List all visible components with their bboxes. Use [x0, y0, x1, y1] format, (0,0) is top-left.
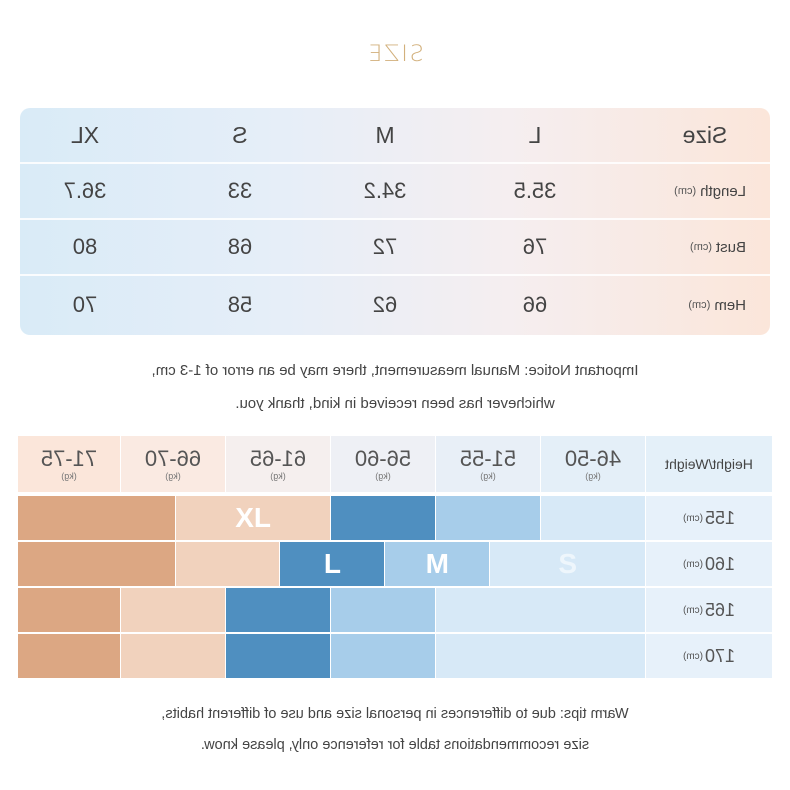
cell-165-l — [226, 588, 330, 632]
hem-l: 66 — [522, 292, 548, 317]
size-band-s: S — [490, 542, 645, 586]
header-size-m: M — [375, 121, 395, 148]
cell-155-s — [541, 496, 645, 540]
cell-155-l — [331, 496, 435, 540]
cell-170-m — [331, 634, 435, 678]
height-row-165: 165 (cm) — [646, 588, 772, 632]
cell-155-xl-dark — [18, 496, 175, 540]
cell-165-m — [331, 588, 435, 632]
tips-line-1: Warm tips: due to differences in persona… — [161, 706, 629, 722]
hem-unit: (cm) — [688, 299, 711, 311]
bust-m: 72 — [372, 234, 398, 259]
bust-l: 76 — [522, 234, 548, 259]
height-row-170: 170 (cm) — [646, 634, 772, 678]
bust-label: Bust (cm) — [689, 238, 746, 256]
cell-165-xl-dark — [18, 588, 120, 632]
hem-label: Hem (cm) — [688, 296, 746, 314]
length-s: 33 — [227, 178, 253, 203]
length-unit: (cm) — [674, 185, 697, 197]
length-l: 35.5 — [513, 178, 557, 203]
cell-165-xl-light — [121, 588, 225, 632]
size-band-m: M — [385, 542, 489, 586]
bust-s: 68 — [227, 234, 253, 259]
page-title: SIZE — [366, 42, 424, 67]
hem-m: 62 — [372, 292, 398, 317]
header-size-l: L — [528, 121, 542, 148]
cell-160-xl-light — [176, 542, 279, 586]
cell-155-m — [436, 496, 540, 540]
weight-col-71-75: 71-75 (kg) — [18, 436, 120, 492]
notice-line-2: whichever has been received in kind, tha… — [235, 395, 555, 412]
height-row-155: 155 (cm) — [646, 496, 772, 540]
bust-row: Bust (cm) 68 72 76 80 — [20, 220, 770, 276]
cell-170-xl-light — [121, 634, 225, 678]
weight-col-61-65: 61-65 (kg) — [226, 436, 330, 492]
length-row: Length (cm) 33 34.2 35.5 36.7 — [20, 164, 770, 220]
length-label: Length (cm) — [674, 182, 746, 200]
cell-170-xl-dark — [18, 634, 120, 678]
size-band-xl-light: XL — [176, 496, 330, 540]
hem-row: Hem (cm) 58 62 66 70 — [20, 278, 770, 332]
height-row-160: 160 (cm) — [646, 542, 772, 586]
weight-col-51-55: 51-55 (kg) — [436, 436, 540, 492]
header-size-xl: XL — [70, 121, 100, 148]
hem-xl: 70 — [72, 292, 98, 317]
cell-170-l — [226, 634, 330, 678]
notice-line-1: Important Notice: Manual measurement, th… — [151, 362, 639, 379]
size-header-row: Size S M L XL — [20, 108, 770, 164]
hem-s: 58 — [227, 292, 253, 317]
header-size-s: S — [232, 121, 248, 148]
hw-corner-cell: Height/Weight — [646, 436, 772, 492]
cell-160-xl-dark — [18, 542, 175, 586]
weight-col-56-60: 56-60 (kg) — [331, 436, 435, 492]
height-weight-table: Height/Weight 46-50 (kg) 51-55 (kg) 56-60(… — [18, 436, 772, 678]
tips-line-2: size recommendations table for reference… — [200, 737, 590, 753]
weight-col-46-50: 46-50 (kg) — [541, 436, 645, 492]
header-size-label: Size — [682, 121, 728, 148]
length-xl: 36.7 — [63, 178, 107, 203]
weight-col-66-70: 66-70 (kg) — [121, 436, 225, 492]
bust-xl: 80 — [72, 234, 98, 259]
bust-unit: (cm) — [689, 241, 712, 253]
size-band-l: L — [280, 542, 384, 586]
cell-165-s — [436, 588, 645, 632]
length-m: 34.2 — [363, 178, 407, 203]
cell-170-s — [436, 634, 645, 678]
size-measurement-table: Size S M L XL Length (cm) 33 34.2 35.5 36… — [20, 108, 770, 335]
